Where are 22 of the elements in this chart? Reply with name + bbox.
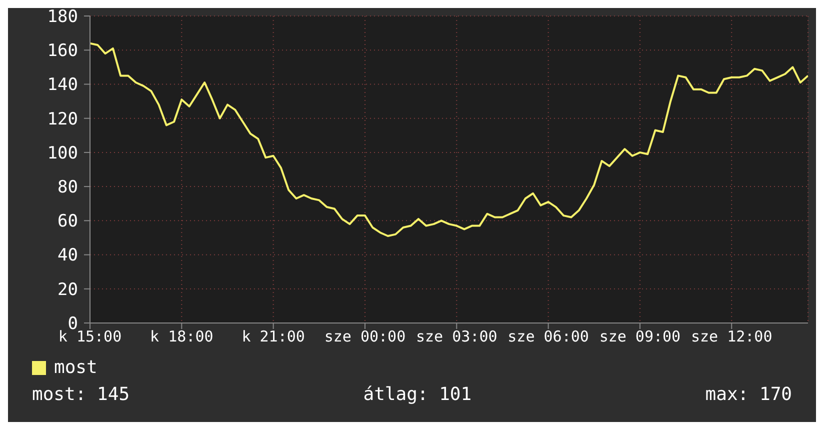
y-tick-label: 0 [68, 314, 78, 334]
x-tick-label: sze 09:00 [599, 328, 681, 346]
x-tick-label: sze 06:00 [508, 328, 589, 346]
y-tick-label: 80 [58, 178, 78, 198]
y-tick-label: 20 [58, 280, 78, 300]
y-tick-label: 160 [47, 41, 78, 62]
x-tick-label: sze 00:00 [324, 328, 406, 346]
y-tick-label: 100 [47, 143, 78, 164]
y-tick-label: 40 [58, 246, 78, 266]
x-tick-label: sze 12:00 [690, 328, 772, 346]
text: átlag: 101 [363, 384, 472, 405]
text: max: 170 [705, 384, 792, 405]
text: most: 145 [32, 384, 130, 405]
y-tick-label: 120 [47, 109, 78, 130]
line-series [90, 42, 808, 238]
y-tick-label: 180 [47, 6, 78, 27]
x-tick-label: k 21:00 [242, 328, 305, 346]
y-tick-label: 140 [47, 75, 78, 96]
x-tick-label: k 18:00 [150, 328, 214, 346]
y-tick-label: 60 [58, 212, 78, 232]
x-tick-label: sze 03:00 [416, 328, 498, 346]
legend-label: most [54, 357, 98, 378]
